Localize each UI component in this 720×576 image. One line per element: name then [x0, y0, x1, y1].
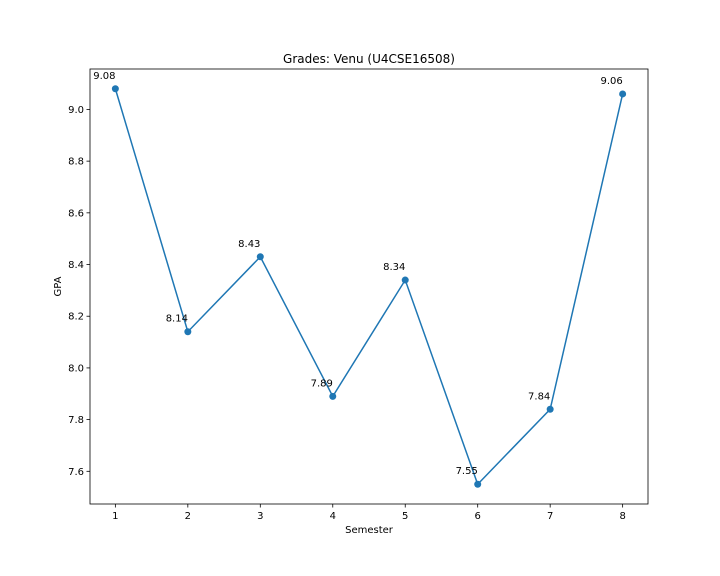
y-tick-label: 8.4 [68, 260, 84, 271]
y-tick-label: 8.0 [68, 363, 84, 374]
data-label: 8.43 [238, 239, 260, 250]
data-label: 9.06 [601, 76, 623, 87]
x-tick-label: 1 [112, 511, 118, 522]
x-tick-label: 3 [257, 511, 263, 522]
plot-area [89, 68, 649, 505]
x-axis-label: Semester [345, 525, 394, 536]
data-label: 8.14 [166, 314, 188, 325]
x-axis: 1 2 3 4 5 6 7 8 [112, 504, 626, 522]
y-axis: 7.6 7.8 8.0 8.2 8.4 8.6 8.8 9.0 [68, 105, 90, 478]
y-tick-label: 9.0 [68, 105, 84, 116]
chart-title: Grades: Venu (U4CSE16508) [283, 52, 455, 66]
series-gpa: 9.08 8.14 8.43 7.89 8.34 7.55 7.84 9.06 [93, 71, 627, 488]
data-point [184, 328, 192, 336]
data-label: 7.89 [311, 378, 333, 389]
x-tick-label: 5 [402, 511, 408, 522]
y-tick-label: 8.2 [68, 312, 84, 323]
data-point [474, 480, 482, 488]
data-label: 7.84 [528, 391, 550, 402]
series-line [114, 88, 624, 486]
y-tick-label: 7.6 [68, 467, 84, 478]
data-point [329, 392, 337, 400]
data-point [546, 405, 554, 413]
y-tick-label: 8.8 [68, 157, 84, 168]
x-tick-label: 6 [475, 511, 481, 522]
x-tick-label: 8 [619, 511, 625, 522]
data-label: 9.08 [93, 71, 115, 82]
data-label: 8.34 [383, 262, 405, 273]
x-tick-label: 2 [185, 511, 191, 522]
data-point [401, 276, 409, 284]
y-tick-label: 7.8 [68, 415, 84, 426]
y-tick-label: 8.6 [68, 208, 84, 219]
data-label: 7.55 [456, 466, 478, 477]
x-tick-label: 7 [547, 511, 553, 522]
x-tick-label: 4 [330, 511, 336, 522]
data-point [619, 90, 627, 98]
y-axis-label: GPA [53, 276, 64, 296]
data-point [111, 85, 119, 93]
data-point [256, 253, 264, 261]
